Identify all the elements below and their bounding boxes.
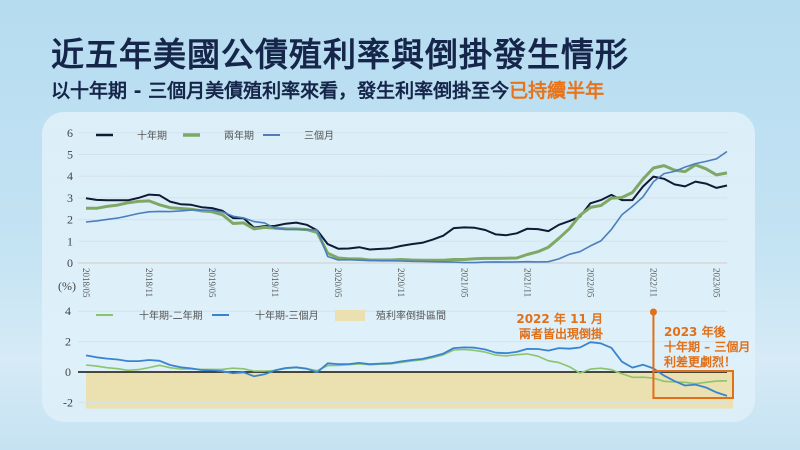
- x-tick-label: 2022/05: [585, 268, 595, 298]
- y-tick-label: 3: [67, 191, 73, 205]
- page-title: 近五年美國公債殖利率與倒掛發生情形: [51, 35, 629, 74]
- annotation-nov2022-line1: 2022 年 11 月: [516, 311, 603, 326]
- y-tick-label: 0: [67, 256, 73, 270]
- x-tick-label: 2021/05: [459, 268, 469, 298]
- y-tick-label: 5: [67, 148, 73, 162]
- legend-swatch-region: [335, 310, 365, 321]
- legend-label: 三個月: [304, 129, 334, 142]
- annotation-2023-line2: 十年期 – 三個月: [664, 339, 750, 354]
- legend-label: 殖利率倒掛區間: [376, 309, 446, 322]
- legend-label: 十年期-三個月: [255, 309, 319, 322]
- annotations: 2022 年 11 月 兩者皆出現倒掛 2023 年後 十年期 – 三個月 利差…: [516, 308, 750, 399]
- y-tick-label: 6: [67, 126, 73, 140]
- y-tick-label: -2: [63, 395, 73, 409]
- three-month-line: [85, 150, 728, 264]
- subtitle-main: 以十年期 - 三個月美債殖利率來看，發生利率倒掛至今: [51, 80, 510, 102]
- x-tick-label: 2018/11: [144, 268, 154, 297]
- x-tick-label: 2019/11: [270, 268, 280, 297]
- ten-year-line: [85, 175, 728, 251]
- x-tick-label: 2020/05: [333, 268, 343, 298]
- subtitle-highlight: 已持續半年: [509, 80, 605, 102]
- annotation-nov2022-line2: 兩者皆出現倒掛: [519, 326, 604, 341]
- yield-chart: 0 1 2 3 4 5 6 2018/05 2018/11 2019/05 2019/11 2020/…: [67, 126, 728, 298]
- page-subtitle: 以十年期 - 三個月美債殖利率來看，發生利率倒掛至今已持續半年: [51, 76, 604, 103]
- chart-panel: [42, 112, 755, 422]
- y-tick-label: 4: [67, 169, 73, 183]
- x-tick-label: 2018/05: [81, 268, 91, 298]
- legend-label: 十年期: [137, 129, 167, 142]
- spread-chart: -2 0 2 4 (%) 十年期-二年期 十年期-三個月 殖利率倒掛區間: [58, 279, 733, 409]
- x-tick-label: 2023/05: [711, 268, 721, 298]
- legend-label: 十年期-二年期: [139, 309, 203, 322]
- y-tick-label: 2: [67, 213, 73, 227]
- y-tick-label: 2: [65, 335, 71, 349]
- annotation-2023-line1: 2023 年後: [664, 324, 727, 339]
- y-axis-label: (%): [58, 279, 76, 293]
- highlight-box: [652, 370, 735, 399]
- x-tick-label: 2020/11: [396, 268, 406, 297]
- y-tick-label: 0: [65, 365, 71, 379]
- y-tick-label: 1: [67, 234, 73, 248]
- x-tick-label: 2019/05: [207, 268, 217, 298]
- y-tick-label: 4: [65, 304, 71, 318]
- annotation-2023-line3: 利差更劇烈！: [664, 354, 736, 369]
- x-tick-label: 2021/11: [522, 268, 532, 297]
- annotation-dot: [649, 308, 657, 316]
- legend-label: 兩年期: [224, 129, 254, 142]
- spread-10y-3m-line: [85, 341, 728, 397]
- x-tick-label: 2022/11: [648, 268, 658, 297]
